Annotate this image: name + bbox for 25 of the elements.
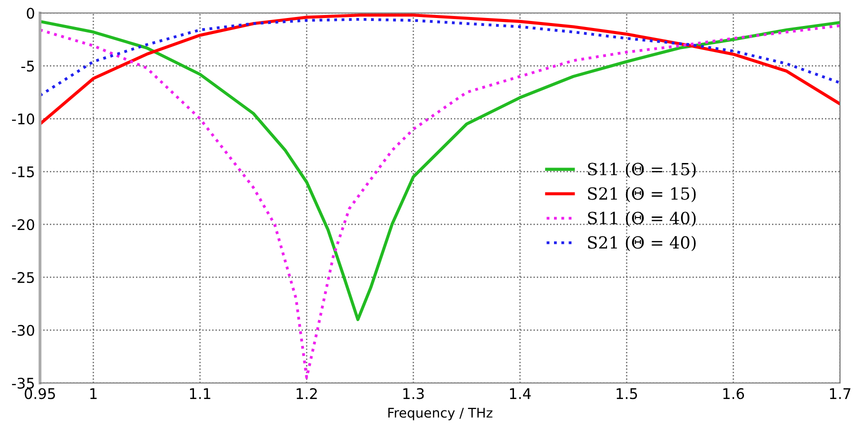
y-tick-label: -10 (12, 113, 34, 124)
legend-label: S11 (Θ = 40) (588, 211, 696, 227)
x-tick-label: 1.1 (190, 388, 210, 399)
x-tick-label: 1.7 (830, 388, 850, 399)
y-tick-label: -30 (12, 324, 34, 336)
legend-label: S21 (Θ = 15) (588, 186, 696, 202)
x-tick-label: 1 (90, 388, 97, 399)
legend-label: S21 (Θ = 40) (588, 236, 696, 252)
x-tick-label: 1.5 (616, 388, 637, 400)
line-series (40, 24, 840, 380)
y-tick-label: -35 (12, 378, 34, 389)
x-tick-label: 1.6 (723, 388, 744, 400)
y-tick-label: -25 (12, 272, 34, 284)
x-tick-label: 1.3 (403, 388, 424, 400)
line-series (40, 18, 840, 97)
y-tick-label: -5 (21, 60, 34, 72)
x-tick-label: 1.2 (296, 388, 317, 399)
y-tick-label: 0 (26, 8, 34, 19)
line-series (40, 20, 840, 322)
y-tick-label: -15 (12, 166, 34, 178)
x-axis-title: Frequency / THz (388, 408, 492, 420)
x-tick-label: 0.95 (24, 388, 55, 400)
legend-label: S11 (Θ = 15) (588, 162, 696, 178)
x-tick-label: 1.4 (510, 388, 531, 399)
y-tick-label: -20 (12, 219, 34, 230)
